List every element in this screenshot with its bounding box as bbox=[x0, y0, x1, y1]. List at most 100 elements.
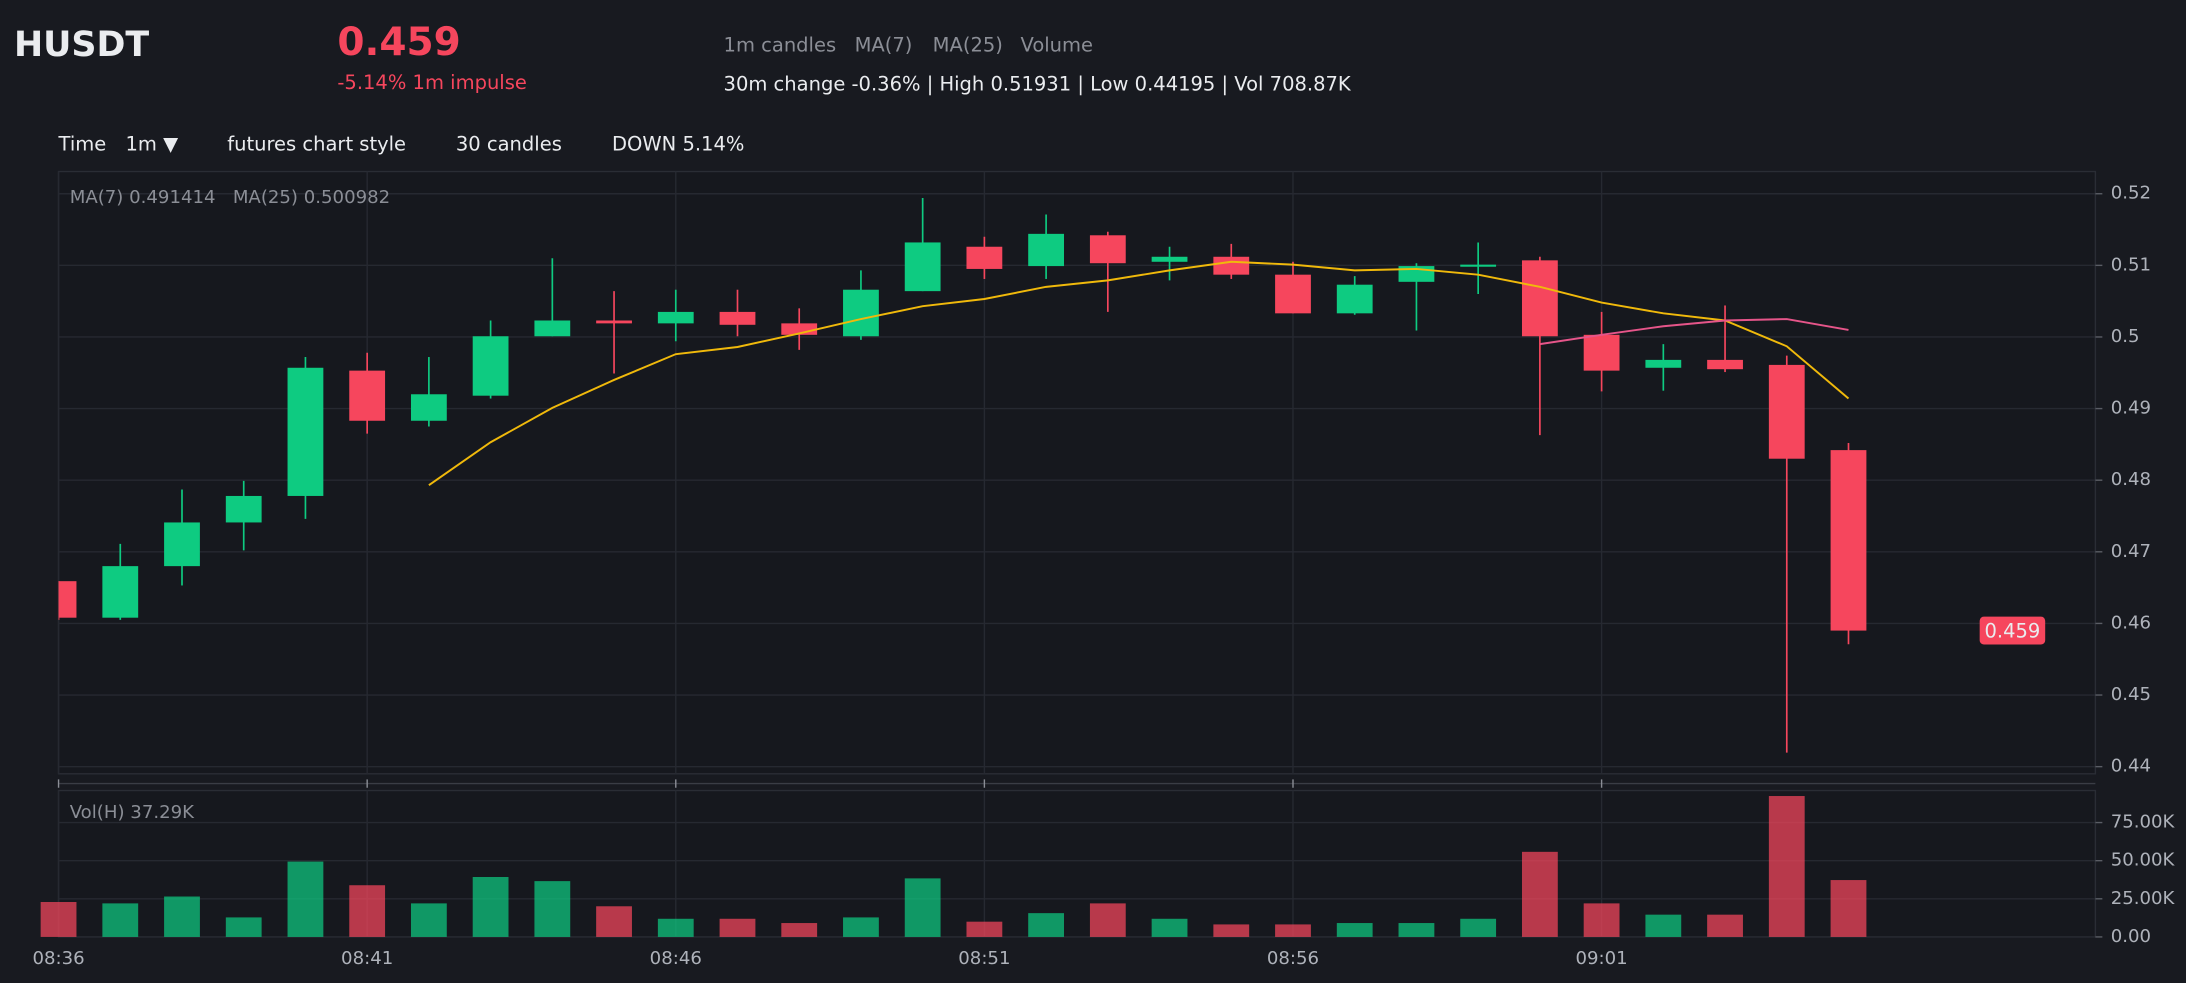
volume-bar bbox=[657, 918, 694, 937]
y-tick-label: 0.51 bbox=[2111, 254, 2151, 275]
y-tick-label: 0.5 bbox=[2111, 326, 2140, 347]
y-tick-label: 0.48 bbox=[2111, 469, 2151, 490]
volume-bar bbox=[843, 917, 879, 937]
ma-legend: MA(7) 0.491414 bbox=[70, 187, 216, 208]
volume-bar bbox=[1460, 918, 1497, 937]
candle-body bbox=[781, 323, 818, 335]
candle-body bbox=[349, 370, 386, 421]
volume-bar bbox=[472, 876, 509, 937]
x-tick-label: 08:36 bbox=[32, 948, 84, 969]
price-tag: 0.459 bbox=[1985, 619, 2041, 642]
y-tick-label: 25.00K bbox=[2111, 888, 2176, 909]
volume-bar bbox=[287, 861, 324, 937]
impulse: -5.14% 1m impulse bbox=[337, 71, 527, 94]
candles bbox=[58, 198, 1867, 753]
y-tick-label: 0.49 bbox=[2111, 398, 2151, 419]
volume-bar bbox=[1830, 880, 1867, 937]
time-label: Time bbox=[58, 133, 107, 156]
toggle[interactable]: Volume bbox=[1021, 34, 1094, 57]
candle-body bbox=[904, 242, 941, 292]
volume-bar bbox=[1028, 913, 1065, 937]
y-tick-label: 0.47 bbox=[2111, 541, 2151, 562]
chart-style[interactable]: futures chart style bbox=[227, 133, 406, 156]
candle-body bbox=[1768, 364, 1805, 459]
candle-body bbox=[410, 394, 447, 421]
direction: DOWN 5.14% bbox=[612, 133, 744, 156]
volume-bar bbox=[1275, 924, 1311, 937]
volume-bar bbox=[1398, 923, 1435, 937]
volume-bar bbox=[1707, 914, 1743, 937]
price-panel bbox=[57, 170, 2097, 775]
candle-body bbox=[287, 367, 324, 496]
volume-bar bbox=[966, 921, 1003, 937]
volume-bar bbox=[40, 902, 77, 937]
candle-body bbox=[534, 320, 571, 337]
volume-bar bbox=[1521, 851, 1558, 937]
price-tag-bg bbox=[1979, 616, 2046, 645]
candle-body bbox=[1460, 264, 1497, 267]
volume-bar bbox=[225, 917, 262, 937]
x-tick-label: 09:01 bbox=[1576, 948, 1628, 969]
toggle[interactable]: MA(7) bbox=[855, 34, 913, 57]
candle-body bbox=[58, 581, 77, 618]
volume-bar bbox=[164, 896, 200, 937]
y-tick-label: 50.00K bbox=[2111, 850, 2176, 871]
volume-bar bbox=[1213, 924, 1250, 937]
x-tick-label: 08:51 bbox=[958, 948, 1010, 969]
volume-bar bbox=[349, 885, 386, 937]
candle-body bbox=[1645, 359, 1682, 368]
volume-legend: Vol(H) 37.29K bbox=[70, 802, 195, 823]
volume-bar bbox=[534, 881, 571, 937]
candle-body bbox=[966, 246, 1003, 269]
y-tick-label: 0.52 bbox=[2111, 183, 2151, 204]
candle-body bbox=[1151, 256, 1188, 262]
candle-count[interactable]: 30 candles bbox=[456, 133, 562, 156]
stats: 30m change -0.36% | High 0.51931 | Low 0… bbox=[724, 73, 1352, 96]
volume-bar bbox=[1089, 903, 1126, 937]
candle-body bbox=[225, 495, 262, 523]
x-tick-label: 08:56 bbox=[1267, 948, 1319, 969]
y-tick-label: 0.45 bbox=[2111, 684, 2151, 705]
interval-select[interactable]: 1m ▼ bbox=[125, 133, 178, 156]
volume-bar bbox=[1151, 918, 1188, 937]
candle-body bbox=[596, 320, 632, 324]
y-tick-label: 0.44 bbox=[2111, 756, 2151, 777]
volume-bar bbox=[102, 903, 139, 937]
volume-bar bbox=[719, 918, 756, 937]
volume-bar bbox=[781, 923, 818, 937]
candle-body bbox=[1028, 233, 1065, 267]
y-tick-label: 75.00K bbox=[2111, 812, 2176, 833]
candle-body bbox=[1830, 450, 1867, 631]
volume-panel bbox=[57, 789, 2097, 938]
symbol: HUSDT bbox=[14, 25, 149, 65]
volume-bar bbox=[1768, 796, 1805, 937]
ma-line bbox=[1539, 318, 1849, 346]
candle-body bbox=[472, 336, 509, 396]
toggle[interactable]: MA(25) bbox=[933, 34, 1003, 57]
candle-body bbox=[657, 311, 694, 324]
volume-bar bbox=[1336, 923, 1373, 937]
x-tick-label: 08:41 bbox=[341, 948, 393, 969]
candle-body bbox=[164, 522, 200, 567]
volume-bar bbox=[904, 878, 941, 937]
volume-bar bbox=[1583, 903, 1620, 937]
x-tick-label: 08:46 bbox=[650, 948, 702, 969]
candle-body bbox=[1336, 284, 1373, 314]
volume-bar bbox=[1645, 914, 1682, 937]
candle-body bbox=[1275, 274, 1311, 314]
candle-body bbox=[1707, 359, 1743, 370]
candle-body bbox=[102, 566, 139, 618]
y-tick-label: 0.46 bbox=[2111, 612, 2151, 633]
toggle[interactable]: 1m candles bbox=[724, 34, 837, 57]
candle-body bbox=[719, 311, 756, 325]
candle-body bbox=[843, 289, 879, 337]
candle-body bbox=[1521, 260, 1558, 337]
candle-body bbox=[1583, 334, 1620, 371]
y-tick-label: 0.00 bbox=[2111, 926, 2151, 947]
ma-legend: MA(25) 0.500982 bbox=[233, 187, 390, 208]
volume-bar bbox=[596, 906, 632, 937]
last-price: 0.459 bbox=[337, 20, 460, 65]
volume-bar bbox=[410, 903, 447, 937]
ma-line bbox=[428, 260, 1850, 487]
